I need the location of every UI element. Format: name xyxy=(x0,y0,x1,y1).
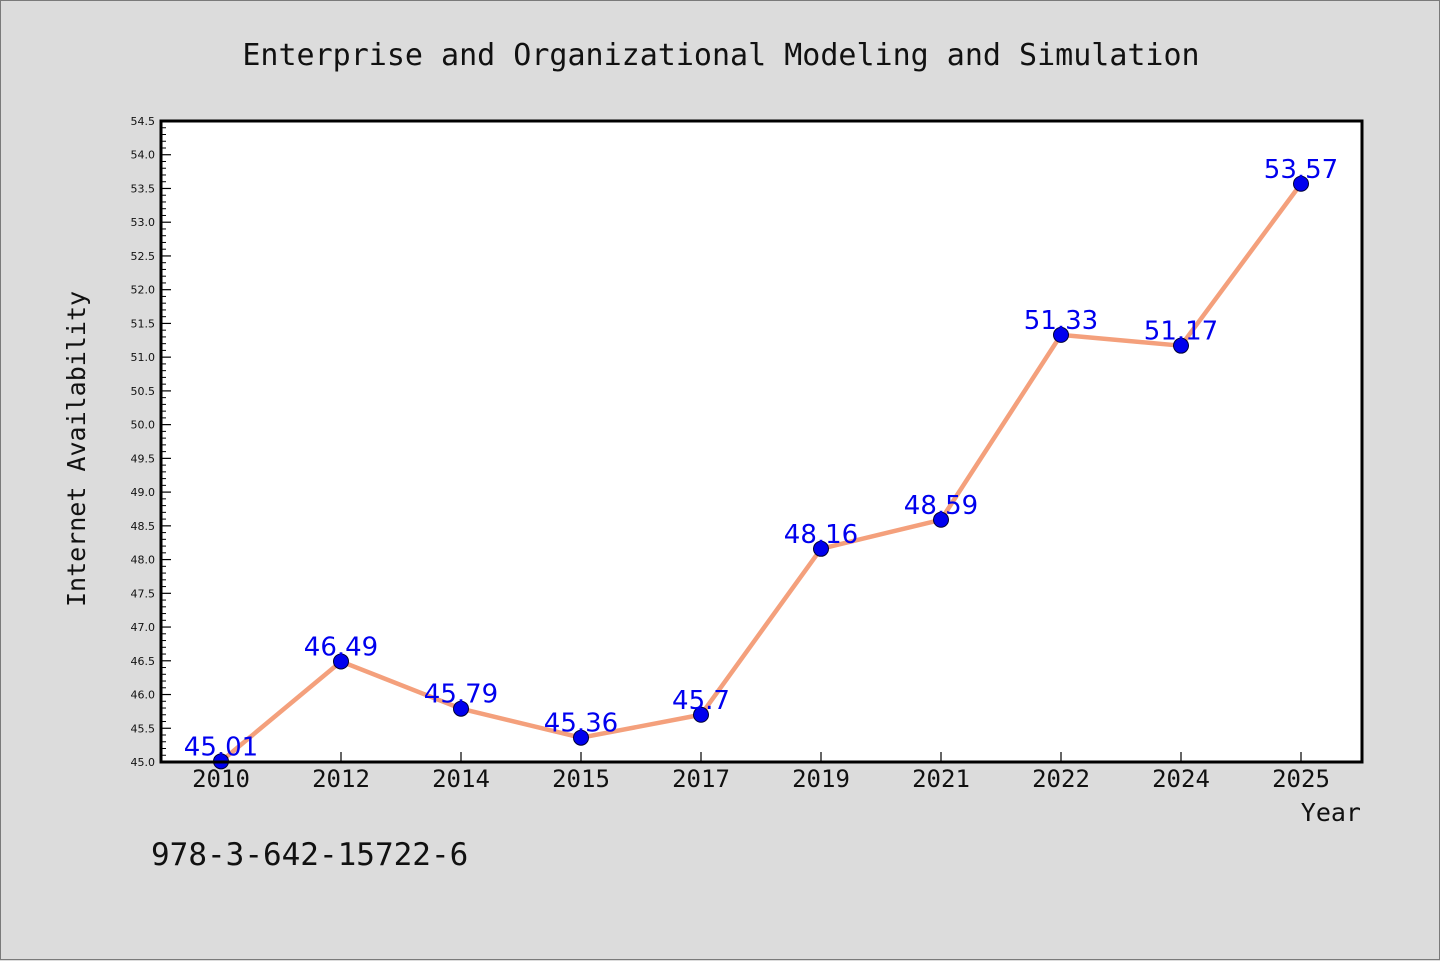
data-label: 46.49 xyxy=(304,632,378,662)
y-tick-label: 45.0 xyxy=(131,756,156,769)
x-tick-label: 2015 xyxy=(552,765,610,793)
y-axis: 45.0 45.5 46.0 46.5 47.0 47.5 48.0 48.5 49.0 49.5… xyxy=(131,115,171,769)
x-axis: 2010 2012 2014 2015 2017 2019 2021 2022 2024 2025 xyxy=(192,752,1330,793)
y-tick-label: 51.0 xyxy=(131,351,156,364)
y-tick-label: 50.0 xyxy=(131,419,156,432)
x-tick-label: 2014 xyxy=(432,765,490,793)
y-tick-label: 48.0 xyxy=(131,554,156,567)
x-axis-title: Year xyxy=(1301,798,1361,827)
y-tick-label: 47.0 xyxy=(131,621,156,634)
x-tick-label: 2019 xyxy=(792,765,850,793)
x-tick-label: 2012 xyxy=(312,765,370,793)
y-tick-label: 49.5 xyxy=(131,452,156,465)
data-label: 48.59 xyxy=(904,491,978,521)
series-line xyxy=(218,181,1304,764)
x-tick-label: 2021 xyxy=(912,765,970,793)
data-point xyxy=(1173,337,1189,354)
chart-title: Enterprise and Organizational Modeling a… xyxy=(242,38,1199,73)
data-point xyxy=(453,700,469,717)
y-tick-label: 54.0 xyxy=(131,149,156,162)
data-labels: 45.01 46.49 45.79 45.36 45.7 48.16 48.59 51.33 5… xyxy=(184,155,1338,763)
x-tick-label: 2024 xyxy=(1152,765,1210,793)
y-tick-label: 53.0 xyxy=(131,216,156,229)
data-point xyxy=(573,729,589,746)
data-label: 45.79 xyxy=(424,680,498,710)
data-label: 45.36 xyxy=(544,709,618,739)
x-tick-label: 2010 xyxy=(192,765,250,793)
series-markers xyxy=(213,175,1309,770)
data-label: 51.33 xyxy=(1024,306,1098,336)
x-tick-label: 2017 xyxy=(672,765,730,793)
y-tick-label: 48.5 xyxy=(131,520,156,533)
y-axis-title: Internet Availability xyxy=(62,291,91,607)
data-point xyxy=(1293,175,1309,192)
data-label: 45.7 xyxy=(672,686,730,716)
y-tick-label: 51.5 xyxy=(131,317,156,330)
data-label: 53.57 xyxy=(1264,155,1338,185)
data-label: 45.01 xyxy=(184,732,258,762)
footer-isbn: 978-3-642-15722-6 xyxy=(151,837,468,873)
y-tick-label: 46.5 xyxy=(131,655,156,668)
y-tick-label: 54.5 xyxy=(131,115,156,128)
x-tick-label: 2022 xyxy=(1032,765,1090,793)
data-label: 48.16 xyxy=(784,520,858,550)
data-point xyxy=(1053,326,1069,343)
y-tick-label: 52.0 xyxy=(131,284,156,297)
data-point xyxy=(813,540,829,557)
y-tick-label: 46.0 xyxy=(131,689,156,702)
plot-area xyxy=(161,121,1362,762)
y-tick-label: 45.5 xyxy=(131,722,156,735)
x-tick-label: 2025 xyxy=(1272,765,1330,793)
data-point xyxy=(333,653,349,670)
y-tick-label: 47.5 xyxy=(131,587,156,600)
y-tick-label: 53.5 xyxy=(131,182,156,195)
y-tick-label: 49.0 xyxy=(131,486,156,499)
data-point xyxy=(933,511,949,528)
data-point xyxy=(693,706,709,723)
data-label: 51.17 xyxy=(1144,317,1218,347)
plot-border xyxy=(159,119,1364,764)
y-tick-label: 52.5 xyxy=(131,250,156,263)
y-tick-label: 50.5 xyxy=(131,385,156,398)
